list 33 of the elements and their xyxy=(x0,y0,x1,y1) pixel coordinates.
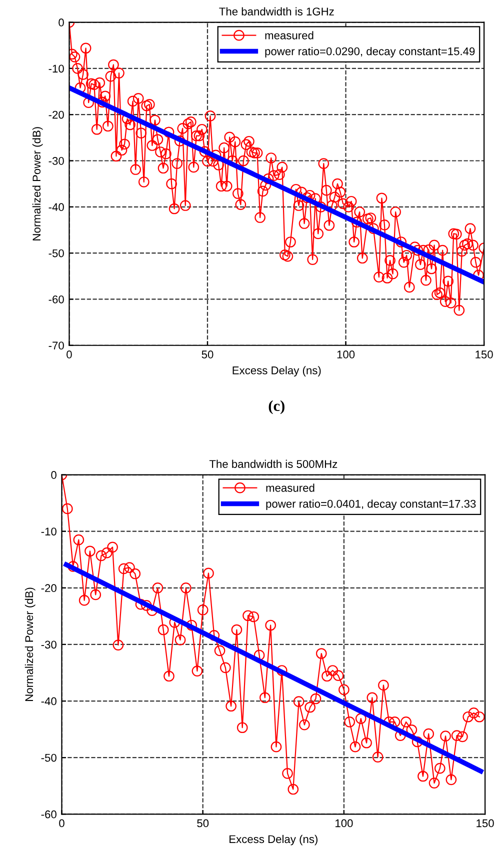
y-tick-label: -10 xyxy=(48,64,64,73)
y-tick-label: -50 xyxy=(41,754,56,762)
y-tick-label: -40 xyxy=(48,203,64,212)
y-tick-label: -20 xyxy=(48,110,64,119)
y-tick-label: -60 xyxy=(41,810,56,818)
legend-label: power ratio=0.0401, decay constant=17.33 xyxy=(266,500,476,510)
y-tick-label: -10 xyxy=(41,528,56,536)
y-tick-label: -30 xyxy=(48,157,64,165)
x-tick-label: 50 xyxy=(197,819,209,828)
y-tick-label: -40 xyxy=(41,697,56,706)
chart-title: The bandwidth is 1GHz xyxy=(219,7,334,16)
x-tick-label: 100 xyxy=(337,350,355,358)
text: (c) xyxy=(268,400,284,414)
y-tick-label: -20 xyxy=(41,584,56,592)
x-tick-label: 100 xyxy=(336,819,353,828)
x-tick-label: 50 xyxy=(202,350,214,358)
x-axis-title: Excess Delay (ns) xyxy=(230,834,318,846)
y-tick-label: -60 xyxy=(48,295,64,304)
legend-label: power ratio=0.0290, decay constant=15.49 xyxy=(265,47,475,58)
legend-label: measured xyxy=(265,31,314,40)
y-tick-label: -70 xyxy=(48,342,64,350)
x-tick-label: 0 xyxy=(66,350,72,358)
y-tick-label: 0 xyxy=(51,471,56,479)
legend-label: measured xyxy=(266,484,314,492)
y-tick-label: -50 xyxy=(48,249,64,258)
x-tick-label: 150 xyxy=(476,350,493,358)
y-axis-title: Normalized Power (dB) xyxy=(24,588,36,701)
x-axis-title: Excess Delay (ns) xyxy=(232,366,321,377)
x-tick-label: 150 xyxy=(476,819,494,828)
y-axis-title: Normalized Power (dB) xyxy=(32,127,43,240)
chart-title: The bandwidth is 500MHz xyxy=(209,460,338,468)
y-tick-label: -30 xyxy=(41,640,56,649)
y-tick-label: 0 xyxy=(58,18,64,26)
